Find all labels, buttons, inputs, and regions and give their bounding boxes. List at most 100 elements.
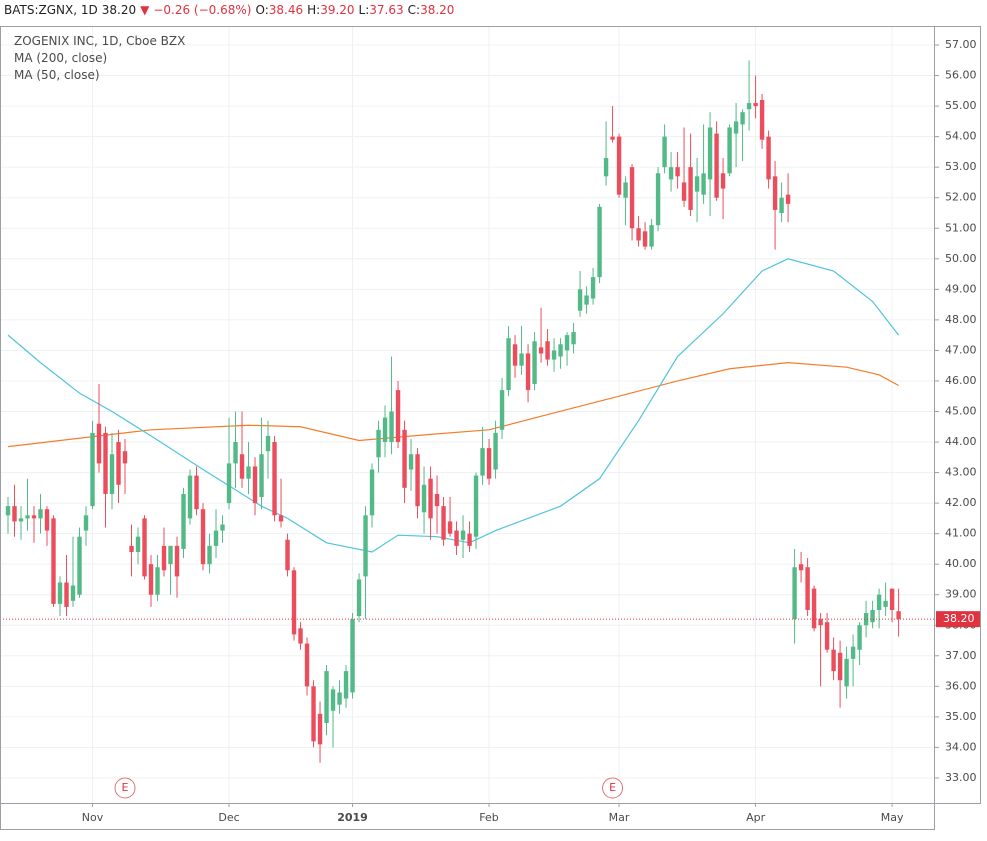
candle-body <box>83 515 89 531</box>
candle-body <box>116 442 121 485</box>
header-item: −0.26 (−0.68%) <box>153 3 252 17</box>
last-price-box <box>936 611 980 628</box>
candle-body <box>766 136 771 180</box>
candle-body <box>746 103 752 110</box>
candle-body <box>850 646 856 659</box>
candle-body <box>870 609 875 623</box>
event-marker <box>114 777 136 799</box>
candle-body <box>155 567 160 595</box>
x-tick-label: May <box>881 811 904 824</box>
x-tick-label: Nov <box>82 811 104 824</box>
candle-body <box>233 442 238 464</box>
ma-line <box>7 362 899 448</box>
candle-body <box>5 506 11 516</box>
header-item: C: <box>407 3 421 17</box>
candle-body <box>525 353 531 391</box>
candle-body <box>792 567 797 620</box>
candle-body <box>239 454 245 479</box>
candle-body <box>727 127 732 174</box>
candle-body <box>603 158 609 177</box>
candle-body <box>12 506 17 522</box>
candle-body <box>38 509 43 519</box>
candle-body <box>428 478 433 519</box>
candle-body <box>103 432 108 494</box>
candle-body <box>181 493 186 549</box>
candle-body <box>538 347 544 354</box>
candle-body <box>844 658 849 687</box>
candle-body <box>681 182 687 201</box>
candle-body <box>551 350 557 360</box>
candle-body <box>44 509 50 531</box>
candle-body <box>493 432 498 470</box>
candle-body <box>187 475 193 519</box>
candle-body <box>64 582 69 607</box>
candle-body <box>343 671 349 699</box>
axes: 33.0034.0035.0036.0037.0038.0039.0040.00… <box>82 38 980 824</box>
header-item: 38.20 <box>101 3 137 17</box>
candle-body <box>226 463 232 504</box>
candle-body <box>616 136 622 195</box>
candle-body <box>272 442 277 516</box>
candle-body <box>506 338 511 391</box>
header-item: BATS:ZGNX, 1D <box>4 3 98 17</box>
y-tick-label: 52.00 <box>945 191 977 204</box>
candle-body <box>831 649 836 672</box>
x-tick-label: Feb <box>479 811 498 824</box>
candle-body <box>584 295 589 305</box>
event-label: E <box>122 781 129 794</box>
candle-body <box>519 353 524 366</box>
candle-body <box>480 448 485 476</box>
candle-body <box>259 454 264 497</box>
candle-body <box>740 112 745 125</box>
candle-body <box>285 539 290 571</box>
candle-body <box>200 509 206 565</box>
legend-title: ZOGENIX INC, 1D, Cboe BZX <box>14 34 186 48</box>
y-tick-label: 49.00 <box>945 282 977 295</box>
candle-body <box>655 173 661 226</box>
candle-body <box>350 619 355 693</box>
candle-body <box>246 466 251 479</box>
y-tick-label: 48.00 <box>945 313 977 326</box>
candle-body <box>805 567 810 610</box>
candle-body <box>298 628 303 644</box>
candle-body <box>51 518 56 604</box>
y-tick-label: 55.00 <box>945 99 977 112</box>
x-tick-label: Mar <box>609 811 630 824</box>
candle-body <box>883 600 888 607</box>
candle-body <box>207 545 212 565</box>
candle-body <box>701 173 706 195</box>
candle-body <box>798 564 804 571</box>
candle-body <box>220 524 225 531</box>
candle-body <box>324 671 329 723</box>
header-item: O: <box>255 3 269 17</box>
candle-body <box>421 484 427 513</box>
header-item: ▼ <box>140 3 150 17</box>
y-tick-label: 51.00 <box>945 221 977 234</box>
candle-body <box>252 466 258 504</box>
candle-body <box>382 417 388 443</box>
candle-body <box>889 588 895 610</box>
y-tick-label: 56.00 <box>945 69 977 82</box>
y-tick-label: 46.00 <box>945 374 977 387</box>
candle-body <box>278 515 284 522</box>
header-item: H: <box>307 3 321 17</box>
candle-body <box>623 182 628 198</box>
candle-body <box>148 564 154 595</box>
candle-body <box>649 225 654 247</box>
legend-entry: MA (200, close) <box>14 51 108 65</box>
candle-body <box>642 231 648 247</box>
candle-body <box>857 625 862 650</box>
y-tick-label: 41.00 <box>945 527 977 540</box>
candle-body <box>876 594 882 610</box>
candle-body <box>460 530 466 540</box>
candle-body <box>753 103 758 107</box>
candle-body <box>818 619 823 626</box>
candle-body <box>213 530 219 546</box>
y-tick-label: 57.00 <box>945 38 977 51</box>
candle-body <box>675 167 680 177</box>
header-item: 38.46 <box>268 3 304 17</box>
candle-body <box>636 228 641 241</box>
candle-body <box>896 611 901 620</box>
candle-body <box>571 332 576 345</box>
